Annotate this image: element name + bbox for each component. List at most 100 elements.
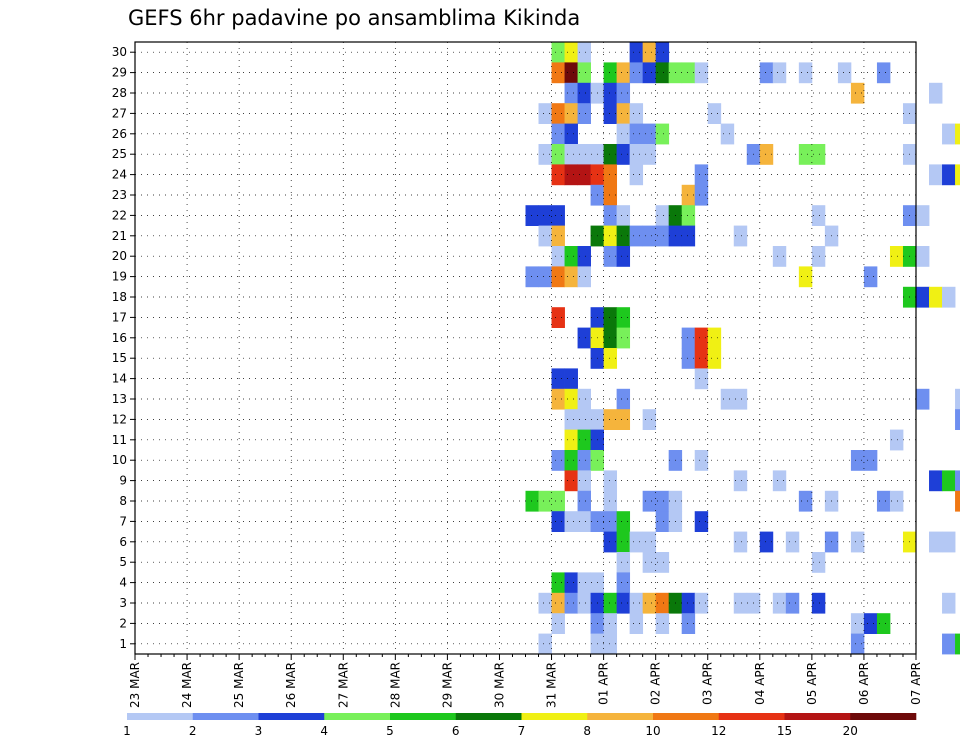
cell-m16-s34 xyxy=(577,327,591,349)
colorbar-label: 4 xyxy=(320,724,328,738)
cell-m20-s34 xyxy=(577,246,591,267)
cell-m9-s34 xyxy=(577,470,591,492)
y-tick-label: 2 xyxy=(119,616,127,630)
x-tick-label: 31 MAR xyxy=(545,662,559,708)
cell-m22-s36 xyxy=(603,205,618,226)
cell-m29-s51 xyxy=(798,62,813,84)
x-tick-label: 25 MAR xyxy=(232,662,246,708)
cell-m8-s32 xyxy=(551,490,565,512)
cell-m29-s40 xyxy=(655,62,670,84)
cell-m3-s38 xyxy=(629,592,644,614)
cell-m25-s36 xyxy=(603,144,618,165)
cell-m8-s30 xyxy=(525,490,539,512)
cell-m27-s33 xyxy=(564,103,578,124)
cell-m8-s40 xyxy=(655,490,670,512)
cell-m9-s33 xyxy=(564,470,578,492)
cell-m24-s32 xyxy=(551,164,565,186)
cell-m5-s52 xyxy=(811,552,826,573)
cell-m8-s36 xyxy=(603,490,618,512)
colorbar-swatch xyxy=(850,713,917,720)
x-tick-label: 23 MAR xyxy=(128,662,142,708)
cell-m28-s55 xyxy=(850,82,865,104)
colorbar-swatch xyxy=(127,713,194,720)
gridlines xyxy=(134,42,917,654)
cell-m1-s63 xyxy=(955,633,960,655)
cell-m9-s63 xyxy=(955,470,960,492)
cell-m7-s32 xyxy=(551,511,565,532)
colorbar-label: 7 xyxy=(518,724,526,738)
cell-m1-s31 xyxy=(538,633,552,655)
cell-m4-s32 xyxy=(551,572,565,594)
y-tick-label: 5 xyxy=(119,555,127,569)
cell-m26-s63 xyxy=(955,123,960,145)
cell-m7-s34 xyxy=(577,511,591,532)
cell-m29-s54 xyxy=(837,62,852,84)
cell-m27-s38 xyxy=(629,103,644,124)
cell-m3-s32 xyxy=(551,592,565,614)
cell-m21-s31 xyxy=(538,225,552,247)
cell-m6-s46 xyxy=(733,531,748,553)
cell-m21-s39 xyxy=(642,225,657,247)
cell-m3-s50 xyxy=(785,592,800,614)
cell-m29-s49 xyxy=(772,62,787,84)
cell-m20-s32 xyxy=(551,246,565,267)
cell-m25-s32 xyxy=(551,144,565,165)
cell-m12-s39 xyxy=(642,409,657,430)
colorbar-swatch xyxy=(324,713,391,720)
cell-m29-s33 xyxy=(564,62,578,84)
cell-m10-s32 xyxy=(551,450,565,471)
colorbar-swatch xyxy=(653,713,720,720)
cell-m6-s37 xyxy=(616,531,631,553)
cell-m17-s36 xyxy=(603,307,618,328)
colorbar-label: 3 xyxy=(255,724,263,738)
cell-m28-s33 xyxy=(564,82,578,104)
cell-m28-s36 xyxy=(603,82,618,104)
cell-m12-s63 xyxy=(955,409,960,430)
cell-m22-s32 xyxy=(551,205,565,226)
y-tick-label: 7 xyxy=(119,514,127,528)
cell-m3-s46 xyxy=(733,592,748,614)
y-tick-label: 6 xyxy=(119,535,127,549)
cell-m15-s36 xyxy=(603,348,618,369)
colorbar-label: 10 xyxy=(645,724,660,738)
cell-m19-s51 xyxy=(798,266,813,288)
cell-m2-s42 xyxy=(681,613,696,634)
cell-m6-s50 xyxy=(785,531,800,553)
cell-m19-s30 xyxy=(525,266,539,288)
cell-m24-s61 xyxy=(929,164,943,186)
colorbar-swatch xyxy=(784,713,851,720)
x-tick-label: 03 APR xyxy=(701,662,715,705)
cell-m20-s49 xyxy=(772,246,787,267)
cell-m20-s33 xyxy=(564,246,578,267)
cell-m30-s40 xyxy=(655,42,670,63)
cell-m30-s38 xyxy=(629,42,644,63)
cell-m2-s40 xyxy=(655,613,670,634)
cell-m4-s33 xyxy=(564,572,578,594)
cell-m28-s37 xyxy=(616,82,631,104)
cell-m2-s57 xyxy=(876,613,891,634)
cell-m24-s38 xyxy=(629,164,644,186)
cell-m24-s36 xyxy=(603,164,618,186)
cell-m29-s43 xyxy=(694,62,709,84)
heatmap-cells xyxy=(525,42,960,655)
colorbar-swatch xyxy=(455,713,522,720)
cell-m24-s62 xyxy=(942,164,956,186)
cell-m16-s36 xyxy=(603,327,618,349)
cell-m19-s33 xyxy=(564,266,578,288)
cell-m19-s56 xyxy=(863,266,878,288)
cell-m19-s31 xyxy=(538,266,552,288)
cell-m10-s43 xyxy=(694,450,709,471)
cell-m2-s36 xyxy=(603,613,618,634)
cell-m22-s42 xyxy=(681,205,696,226)
x-tick-label: 30 MAR xyxy=(492,662,506,708)
cell-m18-s62 xyxy=(942,286,956,308)
cell-m30-s33 xyxy=(564,42,578,63)
x-tick-label: 27 MAR xyxy=(336,662,350,708)
cell-m26-s32 xyxy=(551,123,565,145)
cell-m21-s36 xyxy=(603,225,618,247)
cell-m2-s32 xyxy=(551,613,565,634)
cell-m21-s37 xyxy=(616,225,631,247)
cell-m24-s63 xyxy=(955,164,960,186)
cell-m7-s36 xyxy=(603,511,618,532)
